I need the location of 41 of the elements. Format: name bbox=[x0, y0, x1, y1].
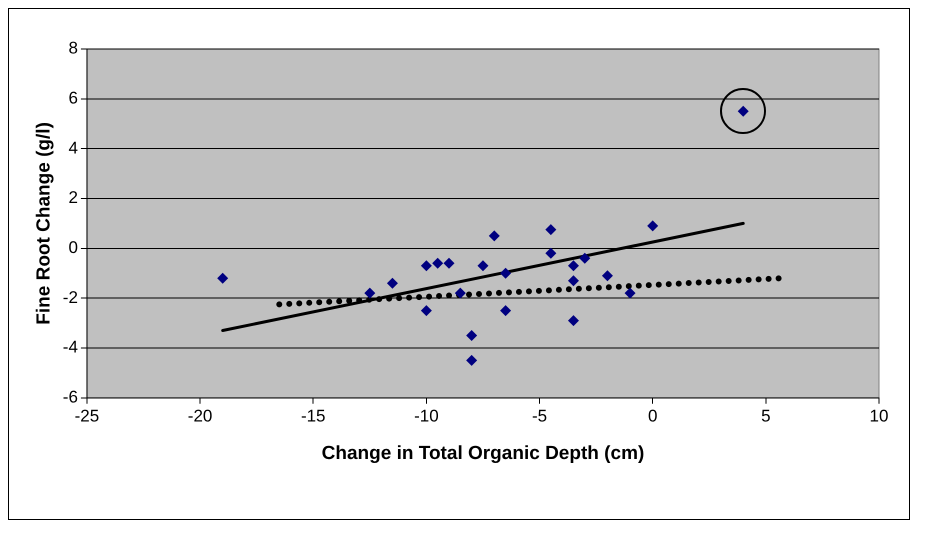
point bbox=[624, 288, 636, 299]
y-tick-label: 0 bbox=[68, 238, 78, 257]
x-tick-label: 5 bbox=[761, 406, 771, 426]
point bbox=[364, 288, 376, 299]
point bbox=[488, 230, 500, 242]
point bbox=[568, 260, 579, 272]
y-tick-label: 2 bbox=[68, 188, 78, 208]
point bbox=[568, 275, 579, 286]
point bbox=[420, 305, 432, 316]
y-tick-label: -4 bbox=[62, 338, 78, 357]
point bbox=[466, 354, 478, 366]
point bbox=[432, 258, 444, 269]
point bbox=[466, 330, 478, 342]
point bbox=[420, 260, 432, 272]
x-tick-label: 10 bbox=[870, 406, 888, 426]
y-tick-label: -2 bbox=[62, 288, 78, 307]
point bbox=[386, 278, 398, 289]
x-tick-label: 0 bbox=[648, 406, 658, 426]
point bbox=[545, 248, 556, 259]
y-tick-label: 8 bbox=[68, 38, 78, 58]
point bbox=[579, 252, 590, 264]
x-tick-label: -5 bbox=[532, 406, 548, 426]
y-tick-label: 6 bbox=[68, 88, 78, 108]
point bbox=[500, 305, 512, 316]
point bbox=[500, 268, 512, 279]
point bbox=[477, 260, 488, 272]
x-tick-label: -15 bbox=[300, 406, 326, 426]
x-tick-label: -25 bbox=[74, 406, 100, 426]
x-axis-title: Change in Total Organic Depth (cm) bbox=[322, 442, 644, 464]
point bbox=[568, 315, 579, 326]
point bbox=[647, 220, 658, 232]
point bbox=[454, 288, 466, 299]
point bbox=[217, 272, 228, 284]
y-tick-label: -6 bbox=[62, 387, 78, 406]
point bbox=[444, 258, 455, 269]
x-tick-label: -10 bbox=[414, 406, 439, 426]
point bbox=[545, 224, 556, 236]
point bbox=[602, 270, 613, 282]
y-tick-label: 4 bbox=[68, 138, 78, 158]
y-axis-title: Fine Root Change (g/l) bbox=[34, 122, 55, 325]
x-tick-label: -20 bbox=[188, 406, 212, 426]
